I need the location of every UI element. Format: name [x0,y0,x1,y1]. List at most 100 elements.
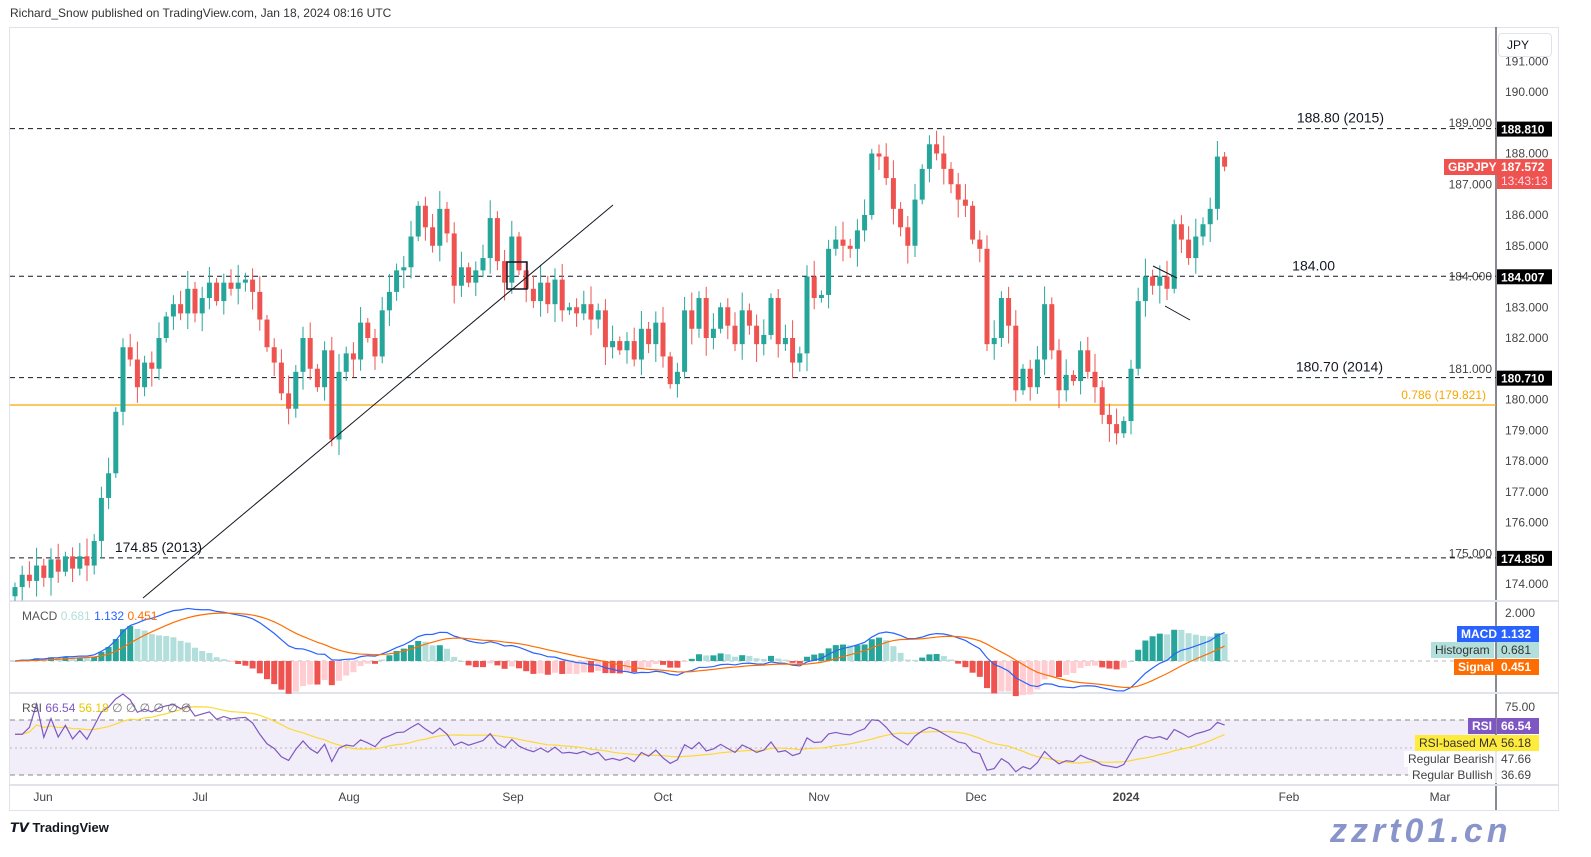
macd-histogram-bar [451,656,458,661]
macd-histogram-bar [1149,636,1156,661]
macd-histogram-bar [177,640,184,661]
rsi-ma-line [15,706,1225,764]
candle-body [26,574,32,581]
candle-body [934,144,940,154]
candle-body [595,310,601,320]
macd-histogram-bar [537,661,544,674]
macd-histogram-bar [768,655,774,661]
candle-body [883,156,889,179]
candle-body [984,248,990,345]
candle-body [336,371,342,440]
candle-body [588,304,594,320]
publisher-header: Richard_Snow published on TradingView.co… [10,6,392,20]
signal-line [14,612,1225,689]
pennant-lower-line [1164,305,1191,321]
candle-body [250,279,256,292]
tv-logo-icon: 𝙏𝙑 [10,820,33,835]
macd-hist-value: 0.681 [60,609,91,623]
bearish-axis-value: 47.66 [1501,752,1532,766]
macd-histogram-bar [926,654,933,661]
candle-body [257,291,263,320]
candle-body [638,328,644,360]
candle-body [12,587,18,597]
macd-histogram-bar [184,642,191,661]
candle-body [286,393,292,409]
bullish-axis-name: Regular Bullish [1408,767,1497,783]
macd-histogram-bar [530,661,537,674]
price-tick: 190.000 [1505,85,1549,99]
macd-histogram-bar [422,641,429,661]
currency-button[interactable]: JPY [1498,33,1552,57]
macd-histogram-bar [69,657,76,661]
candle-body [271,347,277,363]
candle-body [811,276,817,299]
candle-body [761,334,767,345]
time-tick: 2024 [1113,790,1140,804]
macd-histogram-bar [1056,661,1062,678]
macd-histogram-bar [1005,661,1012,692]
candle-body [242,279,248,283]
macd-histogram-bar [393,650,400,661]
candle-body [1020,368,1026,391]
candle-body [408,236,414,268]
macd-histogram-bar [912,659,918,661]
candle-body [732,325,738,345]
candle-body [451,233,457,286]
macd-histogram-bar [602,661,609,674]
watermark: zzrt01.cn [1330,812,1512,850]
candle-body [1013,325,1019,391]
price-tick: 182.000 [1505,331,1549,345]
candle-body [689,310,695,329]
macd-histogram-bar [1142,640,1149,661]
macd-histogram-bar [134,628,141,661]
candle-body [365,322,371,338]
time-tick: Nov [808,790,829,804]
candle-body [156,338,162,369]
hist-axis-name: Histogram [1431,642,1494,658]
rsi-divergence-values: ∅ ∅ ∅ ∅ ∅ ∅ [112,701,192,715]
macd-histogram-bar [33,658,40,661]
candle-body [718,307,724,329]
macd-histogram-bar [811,654,818,661]
candle-body [833,239,839,249]
candle-body [55,559,61,572]
macd-histogram-bar [847,645,854,661]
candle-body [120,347,126,412]
macd-histogram-bar [580,661,587,673]
candle-body [48,559,54,578]
macd-histogram-bar [1063,661,1070,675]
candle-body [329,350,335,440]
macd-histogram-bar [314,661,321,685]
price-tick: 188.000 [1505,147,1549,161]
macd-histogram-bar [1020,661,1026,696]
macd-histogram-bar [148,634,155,661]
macd-histogram-bar [840,644,846,661]
macd-histogram-bar [674,661,681,668]
candle-body [487,218,493,259]
rsi-band [10,720,1496,775]
candle-body [1142,276,1148,302]
macd-histogram-bar [1207,636,1214,661]
candle-body [300,338,306,372]
price-tick: 176.000 [1505,516,1549,530]
candle-body [703,298,709,338]
tradingview-logo[interactable]: 𝙏𝙑 TradingView [10,820,109,836]
macd-histogram-bar [156,635,162,661]
hist-axis-value: 0.681 [1497,642,1539,658]
symbol-label: GBPJPY [1444,159,1501,175]
price-tick: 175.000 [1449,546,1493,560]
macd-histogram-bar [739,655,746,661]
candle-body [113,411,119,474]
bearish-axis-name: Regular Bearish [1404,751,1499,767]
price-tick: 180.000 [1505,393,1549,407]
candle-body [1034,359,1040,388]
macd-histogram-bar [206,652,213,661]
macd-histogram-bar [1012,661,1019,697]
macd-histogram-bar [1178,629,1185,661]
price-tick: 179.000 [1505,423,1549,437]
candle-body [1207,208,1213,225]
level-axis-label: 184.007 [1501,270,1545,284]
macd-histogram-bar [321,661,328,681]
macd-histogram-bar [962,661,969,668]
